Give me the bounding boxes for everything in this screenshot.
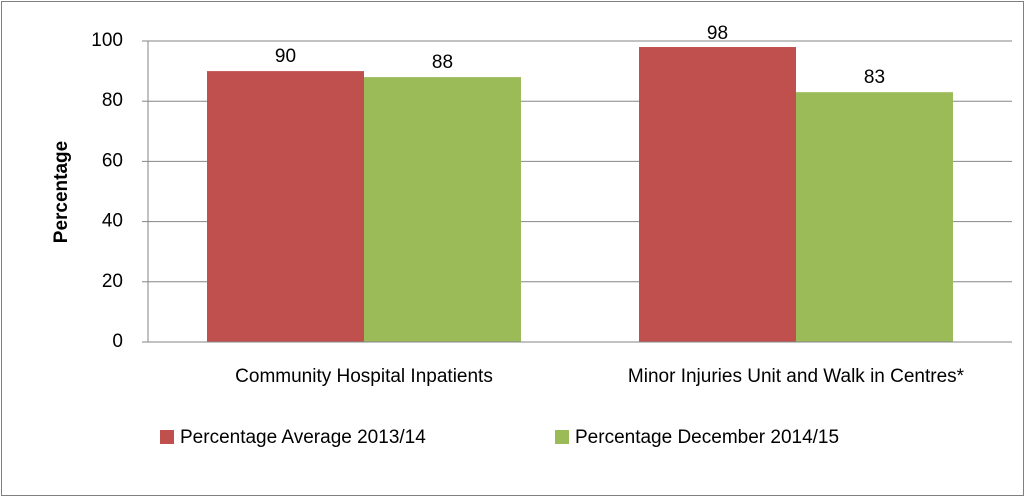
value-label: 83: [864, 67, 885, 88]
bar: [639, 47, 796, 343]
value-label: 98: [707, 23, 728, 44]
legend-label: Percentage December 2014/15: [575, 427, 839, 448]
legend-label: Percentage Average 2013/14: [180, 427, 426, 448]
legend-swatch: [555, 430, 569, 444]
x-tick-label: Minor Injuries Unit and Walk in Centres*: [627, 366, 965, 387]
y-tick-label: 0: [112, 331, 123, 352]
value-label: 90: [275, 46, 296, 67]
y-tick-label: 40: [102, 211, 123, 232]
x-tick-label: Community Hospital Inpatients: [235, 366, 493, 387]
value-label: 88: [432, 52, 453, 73]
bar: [364, 77, 521, 343]
bar: [207, 71, 364, 342]
y-tick-label: 100: [91, 30, 123, 51]
legend-swatch: [160, 430, 174, 444]
y-tick-label: 20: [102, 271, 123, 292]
y-tick-label: 60: [102, 150, 123, 171]
y-axis-label: Percentage: [51, 141, 72, 243]
bar: [796, 92, 953, 342]
y-tick-label: 80: [102, 90, 123, 111]
